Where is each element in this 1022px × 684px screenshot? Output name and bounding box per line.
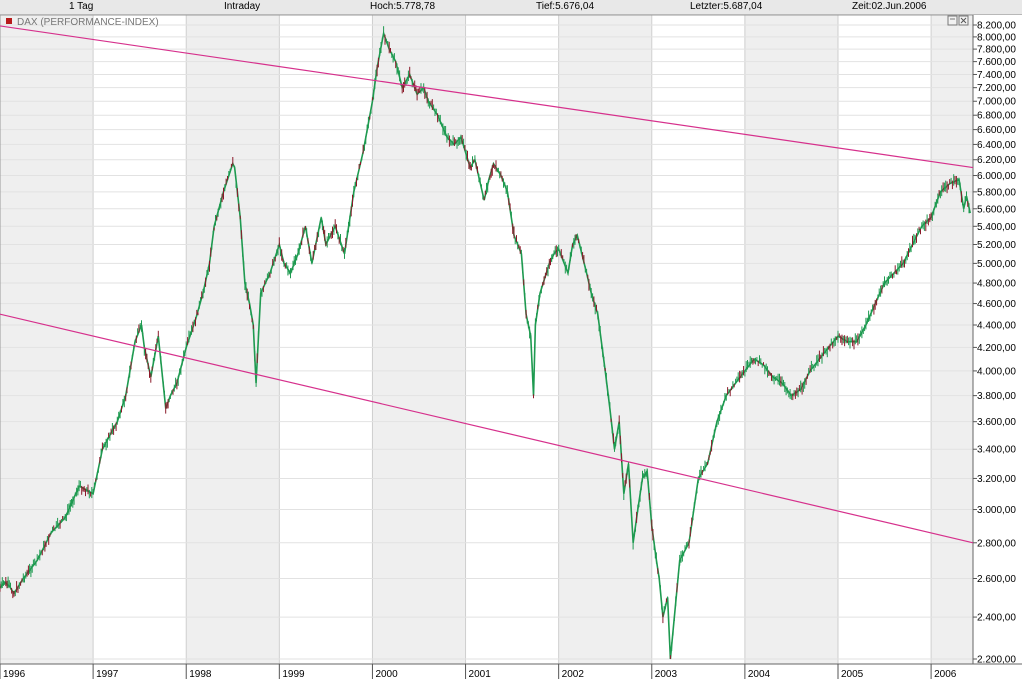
chart-title: DAX (PERFORMANCE-INDEX) [17,17,159,28]
x-tick-label: 1998 [189,669,212,680]
y-tick-label: 4.800,00 [977,279,1016,290]
header-last: Letzter:5.687,04 [690,1,763,12]
window-controls[interactable] [947,15,969,26]
y-tick-label: 3.600,00 [977,417,1016,428]
header-period: 1 Tag [69,1,94,12]
year-bands [0,15,973,664]
y-tick-label: 4.200,00 [977,343,1016,354]
y-tick-label: 7.600,00 [977,57,1016,68]
y-tick-label: 3.000,00 [977,505,1016,516]
year-band [186,15,280,664]
year-band [931,15,973,664]
y-tick-label: 7.200,00 [977,83,1016,94]
y-tick-label: 5.800,00 [977,187,1016,198]
header-low: Tief:5.676,04 [536,1,595,12]
y-tick-label: 4.600,00 [977,299,1016,310]
y-tick-label: 5.600,00 [977,204,1016,215]
y-axis: 2.200,00 2.400,00 2.600,00 2.800,00 3.000,00… [973,21,1016,666]
title-marker-icon [6,18,12,24]
x-axis: 1996 1997 1998 1999 2000 2001 2002 2003 2004 2005… [0,664,957,680]
header-mode: Intraday [224,1,261,12]
header-time: Zeit:02.Jun.2006 [852,1,927,12]
y-axis-panel [973,15,1022,664]
trendlines [0,25,974,544]
maximize-icon[interactable] [947,15,958,26]
y-tick-label: 3.200,00 [977,474,1016,485]
y-tick-label: 6.000,00 [977,171,1016,182]
year-band [372,15,466,664]
y-tick-label: 7.400,00 [977,70,1016,81]
y-tick-label: 6.600,00 [977,125,1016,136]
x-tick-label: 1999 [282,669,305,680]
y-tick-label: 5.200,00 [977,240,1016,251]
close-icon-stroke-b [960,17,967,24]
x-tick-label: 2004 [748,669,771,680]
trendline[interactable] [0,313,974,544]
year-band [0,15,94,664]
y-tick-label: 5.400,00 [977,222,1016,233]
year-band [744,15,838,664]
trendline[interactable] [0,25,974,169]
x-tick-label: 2005 [841,669,864,680]
y-tick-label: 6.400,00 [977,140,1016,151]
y-tick-label: 4.000,00 [977,366,1016,377]
x-tick-label: 1997 [96,669,119,680]
x-tick-label: 2006 [934,669,957,680]
price-series [0,26,971,660]
year-band [558,15,652,664]
y-tick-label: 3.400,00 [977,445,1016,456]
y-tick-label: 3.800,00 [977,391,1016,402]
y-tick-label: 6.200,00 [977,155,1016,166]
y-tick-label: 8.200,00 [977,21,1016,32]
chart-title-box: DAX (PERFORMANCE-INDEX) [6,17,159,28]
y-tick-label: 5.000,00 [977,259,1016,270]
x-tick-label: 2000 [375,669,398,680]
y-tick-label: 6.800,00 [977,111,1016,122]
y-tick-label: 7.000,00 [977,97,1016,108]
header-bar: 1 Tag Intraday Hoch:5.778,78 Tief:5.676,… [0,0,1022,15]
y-tick-label: 4.400,00 [977,320,1016,331]
y-tick-label: 2.200,00 [977,655,1016,666]
y-tick-label: 2.600,00 [977,574,1016,585]
x-tick-label: 2002 [562,669,585,680]
x-tick-label: 1996 [3,669,26,680]
y-tick-label: 2.800,00 [977,538,1016,549]
dax-chart[interactable]: 2.200,00 2.400,00 2.600,00 2.800,00 3.000,00… [0,15,1022,684]
y-tick-label: 8.000,00 [977,32,1016,43]
y-tick-label: 2.400,00 [977,613,1016,624]
y-tick-label: 7.800,00 [977,45,1016,56]
header-high: Hoch:5.778,78 [370,1,436,12]
x-tick-label: 2003 [655,669,678,680]
x-tick-label: 2001 [469,669,492,680]
grid-lines [0,15,973,664]
x-axis-panel [0,664,1022,684]
